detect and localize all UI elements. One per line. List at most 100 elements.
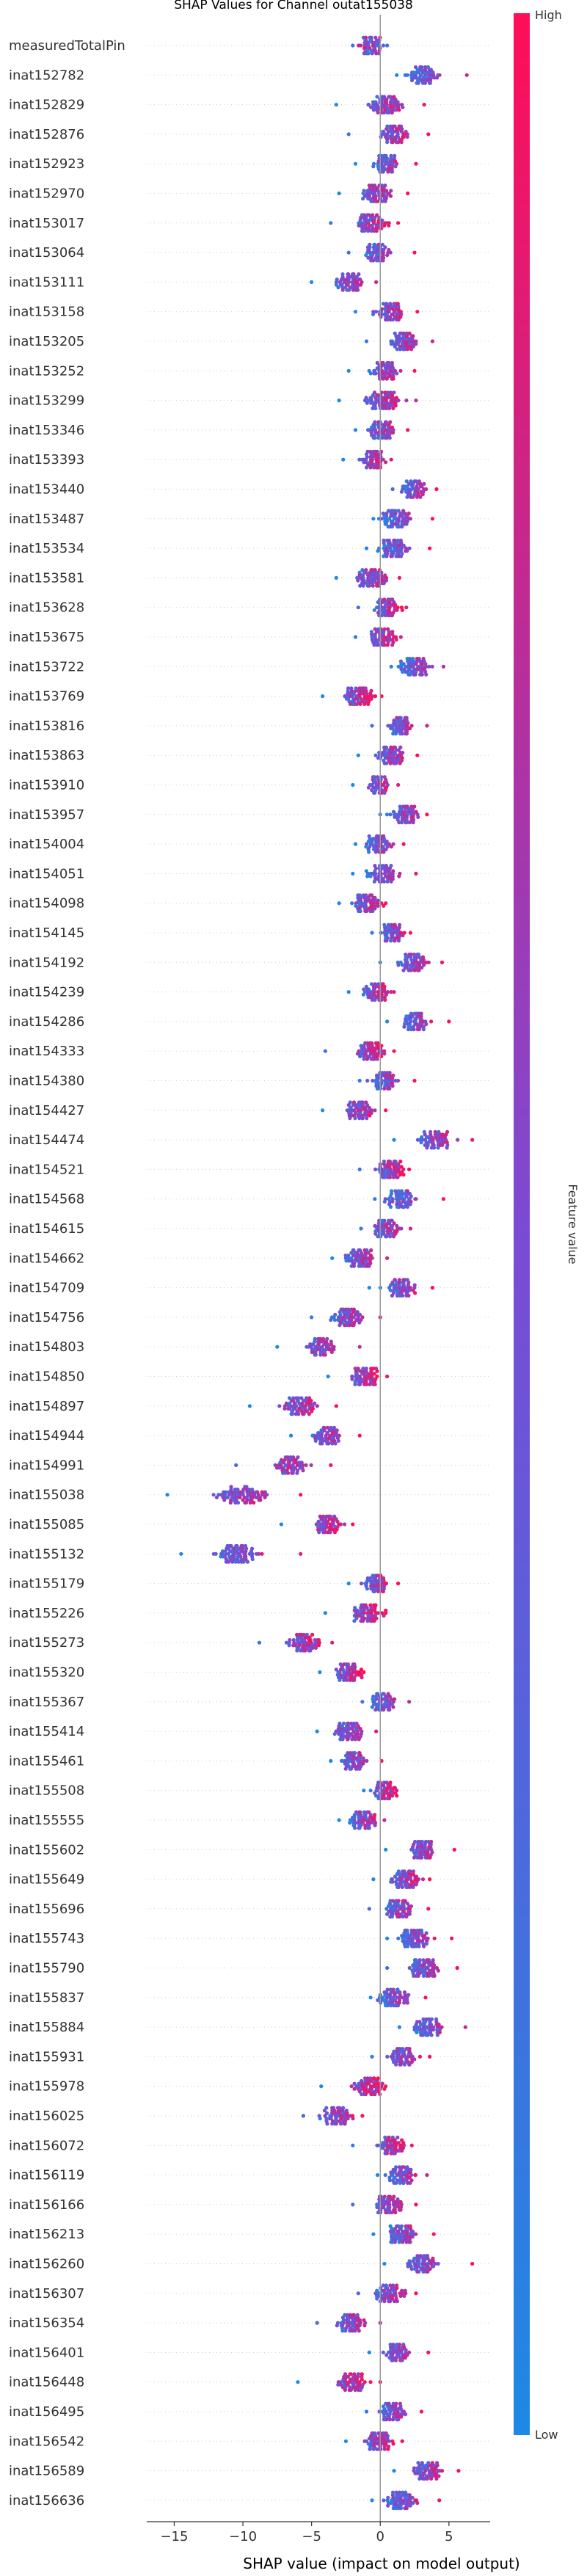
shap-point: [400, 1934, 404, 1938]
shap-point: [430, 339, 435, 343]
shap-point: [386, 627, 390, 631]
shap-point: [384, 578, 389, 583]
shap-point: [412, 1283, 417, 1287]
shap-point: [389, 2500, 393, 2506]
shap-point: [384, 2211, 388, 2215]
shap-point: [415, 68, 420, 72]
shap-point: [408, 517, 412, 521]
shap-point: [338, 2382, 343, 2387]
feature-label: inat154380: [9, 1074, 84, 1089]
shap-point: [357, 2081, 361, 2086]
shap-point: [463, 2025, 467, 2029]
shap-point: [388, 124, 393, 128]
shap-point: [412, 368, 417, 373]
shap-point: [233, 1500, 238, 1505]
shap-point: [335, 1428, 339, 1433]
shap-point: [356, 288, 360, 292]
shap-point: [409, 1904, 414, 1908]
shap-point: [369, 1815, 373, 1819]
shap-point: [395, 1987, 400, 1992]
shap-point: [404, 2506, 409, 2511]
shap-point: [369, 401, 373, 405]
shap-point: [404, 399, 409, 403]
shap-point: [227, 1490, 231, 1494]
shap-point: [359, 283, 363, 287]
shap-point: [368, 2447, 372, 2451]
shap-point: [412, 952, 417, 957]
shap-point: [339, 2122, 343, 2126]
shap-point: [370, 2498, 374, 2503]
shap-point: [404, 2224, 408, 2228]
shap-point: [416, 2461, 420, 2465]
shap-point: [381, 1589, 386, 1593]
shap-point: [397, 2025, 402, 2029]
x-tick-label: −15: [160, 2529, 188, 2544]
shap-point: [379, 153, 384, 158]
shap-point: [398, 331, 403, 335]
shap-point: [287, 1643, 291, 1648]
shap-point: [408, 1226, 413, 1231]
shap-point: [432, 1936, 437, 1940]
shap-point: [426, 2269, 430, 2274]
shap-point: [412, 250, 417, 255]
shap-point: [305, 1409, 310, 1413]
shap-point: [390, 2296, 395, 2301]
shap-point: [392, 1221, 396, 1226]
shap-point: [367, 1907, 371, 1911]
shap-point: [369, 105, 373, 109]
shap-point: [387, 1708, 392, 1712]
shap-point: [373, 1603, 378, 1607]
shap-point: [279, 1522, 284, 1527]
feature-label: inat152923: [9, 156, 84, 172]
shap-point: [394, 2165, 398, 2169]
shap-point: [336, 1317, 340, 1322]
shap-point: [392, 745, 396, 750]
shap-point: [404, 669, 408, 674]
shap-point: [364, 465, 369, 470]
shap-point: [353, 2387, 357, 2393]
shap-point: [299, 1635, 304, 1640]
shap-point: [394, 108, 398, 112]
shap-point: [284, 1640, 288, 1645]
shap-point: [393, 1874, 398, 1879]
shap-point: [385, 1987, 390, 1992]
shap-point: [364, 253, 368, 258]
shap-point: [318, 1353, 323, 1357]
shap-point: [384, 1780, 389, 1785]
shap-point: [371, 1877, 376, 1882]
shap-point: [348, 2313, 352, 2317]
shap-point: [405, 804, 409, 809]
shap-point: [362, 2380, 367, 2384]
shap-point: [379, 790, 384, 795]
shap-point: [440, 2469, 445, 2473]
shap-point: [357, 1116, 362, 1121]
shap-point: [360, 568, 365, 572]
shap-point: [390, 630, 395, 634]
shap-point: [394, 2490, 398, 2495]
shap-point: [372, 1619, 376, 1623]
shap-point: [337, 1732, 341, 1736]
shap-point: [321, 694, 325, 699]
shap-point: [401, 543, 406, 548]
shap-point: [412, 1928, 417, 1932]
shap-point: [387, 2194, 393, 2199]
shap-point: [351, 871, 355, 876]
shap-point: [343, 2387, 347, 2393]
shap-point: [362, 987, 366, 992]
shap-point: [339, 2324, 343, 2328]
feature-label: inat156213: [9, 2227, 84, 2242]
shap-point: [388, 1288, 393, 1292]
shap-point: [386, 2350, 391, 2354]
shap-point: [313, 1645, 318, 1650]
shap-point: [384, 376, 389, 381]
shap-point: [393, 522, 397, 526]
shap-point: [450, 1936, 454, 1940]
shap-point: [385, 2054, 390, 2059]
shap-point: [387, 2299, 391, 2304]
feature-label: inat154521: [9, 1162, 84, 1177]
feature-label: inat152970: [9, 186, 84, 202]
shap-point: [407, 1912, 412, 1916]
shap-point: [371, 2439, 376, 2443]
shap-point: [296, 1455, 300, 1460]
shap-point: [402, 1990, 407, 1995]
